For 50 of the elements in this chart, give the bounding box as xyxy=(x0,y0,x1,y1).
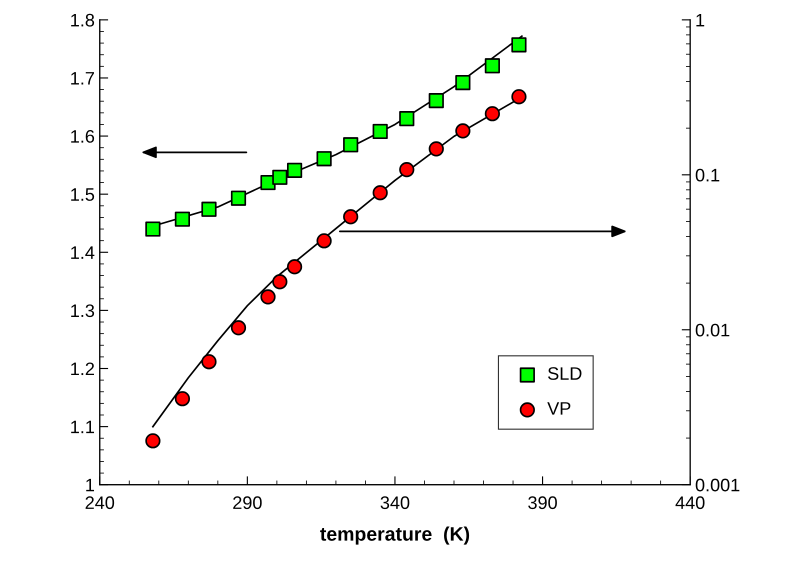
point xyxy=(428,93,444,108)
point xyxy=(372,185,388,200)
point xyxy=(343,137,358,152)
point xyxy=(286,259,302,274)
point xyxy=(428,141,444,156)
point xyxy=(399,111,414,126)
point xyxy=(201,354,217,370)
y-tick-label: 1.8 xyxy=(71,14,94,27)
x-tick-label: 440 xyxy=(676,496,705,510)
point xyxy=(455,75,470,90)
y2-tick-label: 1 xyxy=(696,14,704,26)
point xyxy=(286,162,302,178)
legend-label: SLD xyxy=(548,367,582,380)
legend-label: VP xyxy=(547,402,570,415)
point xyxy=(455,123,470,139)
point xyxy=(201,202,217,217)
point xyxy=(174,391,190,406)
y-tick-label: 1.3 xyxy=(71,304,94,318)
point xyxy=(145,433,160,448)
y-tick-label: 1.5 xyxy=(71,188,94,201)
point xyxy=(511,37,527,52)
point xyxy=(484,58,500,74)
point xyxy=(372,124,388,140)
point xyxy=(511,89,527,104)
y-tick-label: 1.7 xyxy=(71,72,94,85)
point xyxy=(484,106,500,122)
point xyxy=(399,162,414,178)
point xyxy=(230,320,246,336)
point xyxy=(316,233,332,248)
x-tick-label: 240 xyxy=(86,496,114,510)
point xyxy=(174,212,190,227)
y-tick-label: 1.4 xyxy=(71,246,94,259)
y-tick-label: 1.6 xyxy=(71,130,94,143)
x-tick-label: 390 xyxy=(528,496,557,510)
point xyxy=(272,170,288,185)
y2-tick-label: 0.01 xyxy=(696,324,730,336)
point xyxy=(343,209,358,224)
y-tick-label: 1.1 xyxy=(71,420,94,434)
y2-tick-label: 0.001 xyxy=(696,478,740,492)
y2-tick-label: 0.1 xyxy=(696,168,720,182)
x-tick-label: 290 xyxy=(233,496,262,510)
y-tick-label: 1.2 xyxy=(71,362,94,376)
x-tick-label: 340 xyxy=(380,496,410,510)
y-tick-label: 1 xyxy=(86,478,94,492)
point xyxy=(230,190,246,206)
point xyxy=(272,274,288,290)
point xyxy=(316,151,332,166)
point xyxy=(145,221,160,237)
point xyxy=(260,289,276,304)
x-axis-title: temperature (K) xyxy=(320,526,470,545)
